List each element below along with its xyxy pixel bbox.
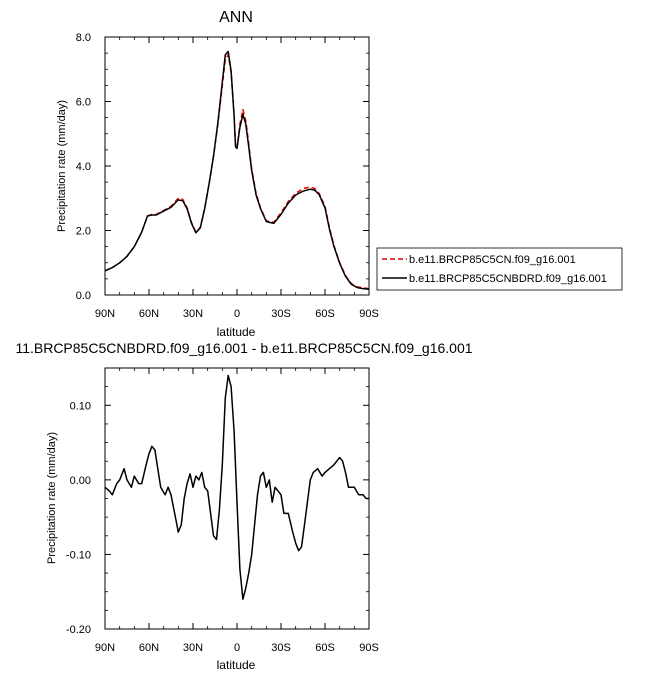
top-y-tick-label: 2.0: [76, 226, 91, 238]
top-chart-legend: b.e11.BRCP85C5CN.f09_g16.001 b.e11.BRCP8…: [376, 247, 623, 291]
top-y-tick-label: 4.0: [76, 161, 91, 173]
top-y-tick-label: 8.0: [76, 32, 91, 44]
bottom-x-tick-label: 0: [234, 642, 240, 654]
top-x-tick-label: 30N: [183, 308, 203, 320]
bottom-chart-title: 11.BRCP85C5CNBDRD.f09_g16.001 - b.e11.BR…: [15, 340, 472, 356]
top-chart-ylabel: Precipitation rate (mm/day): [56, 100, 68, 232]
top-chart-frame: [104, 36, 370, 296]
top-series-line-1: [104, 53, 370, 290]
bottom-y-tick-label: 0.00: [70, 475, 91, 487]
legend-label-series-2: b.e11.BRCP85C5CNBDRD.f09_g16.001: [409, 273, 607, 285]
top-chart-series: [104, 50, 370, 290]
bottom-chart-xlabel: latitude: [217, 658, 256, 672]
top-chart: ANN Precipitation rate (mm/day) latitude…: [56, 9, 379, 339]
bottom-chart-frame: [104, 367, 370, 630]
top-x-tick-label: 60S: [315, 308, 335, 320]
top-x-tick-label: 60N: [139, 308, 159, 320]
bottom-chart: 11.BRCP85C5CNBDRD.f09_g16.001 - b.e11.BR…: [15, 340, 472, 672]
bottom-x-tick-label: 60N: [139, 642, 159, 654]
bottom-chart-axes: 90N 60N 30N 0 30S 60S 90S -0.20 -0.10 0.00 0.10: [66, 367, 379, 654]
bottom-chart-ylabel: Precipitation rate (mm/day): [46, 432, 58, 564]
bottom-x-tick-label: 30N: [183, 642, 203, 654]
top-x-tick-label: 90N: [95, 308, 115, 320]
top-y-tick-label: 6.0: [76, 97, 91, 109]
top-x-tick-label: 0: [234, 308, 240, 320]
bottom-x-tick-label: 60S: [315, 642, 335, 654]
top-chart-title: ANN: [219, 9, 253, 26]
bottom-x-tick-label: 90S: [359, 642, 379, 654]
legend-label-series-1: b.e11.BRCP85C5CN.f09_g16.001: [409, 254, 576, 266]
top-series-line-2: [104, 50, 370, 290]
top-y-tick-label: 0.0: [76, 290, 91, 302]
top-chart-xlabel: latitude: [217, 325, 256, 339]
top-chart-axes: 90N 60N 30N 0 30S 60S 90S 0.0 2.0 4.0 6.0 8.0: [76, 32, 379, 320]
bottom-y-tick-label: -0.20: [66, 624, 91, 636]
top-x-tick-label: 90S: [359, 308, 379, 320]
bottom-y-tick-label: -0.10: [66, 549, 91, 561]
bottom-x-tick-label: 30S: [271, 642, 291, 654]
bottom-series-line-1: [104, 374, 369, 600]
bottom-x-tick-label: 90N: [95, 642, 115, 654]
top-x-tick-label: 30S: [271, 308, 291, 320]
legend-box: [376, 247, 623, 291]
bottom-y-tick-label: 0.10: [70, 400, 91, 412]
bottom-chart-series: [104, 374, 369, 600]
